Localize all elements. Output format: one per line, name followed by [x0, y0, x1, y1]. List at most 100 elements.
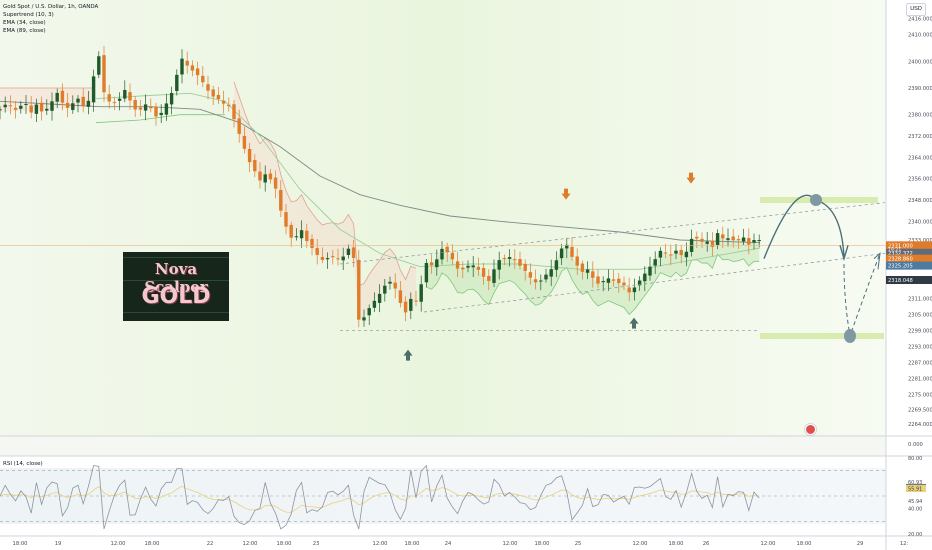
price-tick-label: 2356.000: [908, 177, 932, 183]
candle-body: [726, 238, 730, 240]
candle-body: [731, 236, 735, 241]
buy-arrow-icon: [403, 349, 413, 361]
price-tick-label: 2333.000: [908, 238, 932, 244]
time-tick-label: 12:00: [633, 541, 648, 547]
logo-line-1: Nova Scalper: [144, 260, 208, 296]
candle-body: [305, 230, 309, 242]
legend-supertrend[interactable]: Supertrend (10, 3): [3, 12, 54, 18]
projection-point-top: [810, 194, 822, 206]
candle-body: [55, 92, 59, 102]
candle-body: [107, 94, 111, 102]
candle-body: [3, 104, 7, 108]
time-tick-label: 19: [55, 541, 62, 547]
buy-arrow-icon: [629, 317, 639, 329]
candle-body: [133, 99, 137, 110]
price-tick-label: 2299.000: [908, 329, 932, 335]
time-tick-label: 12:00: [503, 541, 518, 547]
candle-body: [487, 275, 491, 281]
candle-body: [190, 65, 195, 71]
time-tick-label: 12:00: [373, 541, 388, 547]
candle-body: [320, 257, 325, 260]
legend-ema89[interactable]: EMA (89, close): [3, 28, 46, 34]
candle-body: [648, 266, 652, 276]
time-axis: 18:00 19 12:00 18:00 22 12:00 18:00 23 12:00 18:0…: [13, 541, 909, 547]
candle-body: [705, 241, 709, 244]
candle-body: [102, 55, 106, 93]
candle-body: [325, 258, 330, 260]
legend-symbol[interactable]: Gold Spot / U.S. Dollar, 1h, OANDA: [3, 4, 99, 10]
candle-body: [497, 260, 501, 270]
candle-body: [253, 160, 257, 172]
candle-body: [315, 248, 319, 255]
candle-body: [435, 259, 439, 268]
time-tick-label: 29: [857, 541, 864, 547]
candles-layer: [0, 45, 761, 328]
candle-body: [279, 189, 283, 211]
sell-arrow-icon: [686, 172, 696, 184]
candle-body: [336, 258, 340, 260]
candle-body: [585, 269, 590, 273]
candle-body: [611, 279, 616, 281]
candle-body: [580, 263, 585, 272]
candle-body: [388, 281, 392, 284]
candle-body: [513, 259, 517, 261]
candle-body: [528, 272, 533, 278]
price-badge: [886, 241, 932, 250]
price-axis: 2416.000 2410.000 2400.000 2390.000 2380.000…: [886, 17, 932, 448]
rsi-legend[interactable]: RSI (14, close): [3, 461, 43, 467]
candle-body: [409, 298, 413, 311]
candle-body: [455, 261, 460, 269]
us-flag-icon[interactable]: [805, 424, 816, 435]
price-tick-label: 2275.000: [908, 393, 932, 399]
price-badge: [886, 254, 932, 263]
candle-body: [341, 256, 345, 261]
candle-body: [195, 68, 200, 76]
candle-body: [289, 224, 293, 238]
candle-body: [128, 92, 132, 101]
candle-body: [419, 284, 423, 302]
price-tick-label: 2410.000: [908, 33, 932, 39]
candle-body: [159, 112, 163, 116]
candle-body: [372, 300, 377, 308]
candle-body: [206, 84, 210, 91]
candle-body: [263, 174, 267, 183]
candle-body: [237, 118, 241, 134]
candle-body: [76, 98, 80, 103]
upper-channel-line: [339, 202, 886, 265]
candle-body: [45, 108, 49, 111]
candle-body: [39, 102, 44, 112]
currency-button[interactable]: USD: [906, 3, 926, 16]
candle-body: [502, 257, 507, 259]
candle-body: [232, 104, 236, 120]
candle-body: [549, 269, 553, 277]
candle-body: [544, 274, 548, 280]
candle-body: [398, 290, 403, 303]
price-badge: [886, 276, 932, 284]
candle-body: [559, 248, 564, 259]
candle-body: [445, 246, 449, 253]
legend-ema34[interactable]: EMA (34, close): [3, 20, 46, 26]
time-tick-label: 23: [313, 541, 320, 547]
empty-pane-zero-label: 0.000: [908, 442, 923, 448]
rsi-tick-label: 60.93: [908, 480, 922, 486]
time-tick-label: 12:00: [761, 541, 776, 547]
price-tick-label: 2340.000: [908, 219, 932, 225]
candle-body: [331, 256, 335, 258]
candle-body: [273, 177, 278, 189]
candle-body: [258, 171, 262, 181]
candle-body: [476, 266, 481, 270]
time-tick-label: 22: [207, 541, 214, 547]
candle-body: [0, 109, 2, 111]
candle-body: [284, 212, 288, 227]
empty-pane-strip: [0, 436, 886, 456]
ema34-line: [95, 92, 761, 270]
price-tick-label: 2348.000: [908, 198, 932, 204]
candle-body: [591, 271, 595, 278]
rsi-tick-label: 20.00: [908, 532, 922, 538]
time-tick-label: 12:00: [243, 541, 258, 547]
candle-body: [757, 240, 761, 241]
sell-arrow-icon: [561, 188, 571, 200]
price-tick-label: 2305.000: [908, 313, 932, 319]
